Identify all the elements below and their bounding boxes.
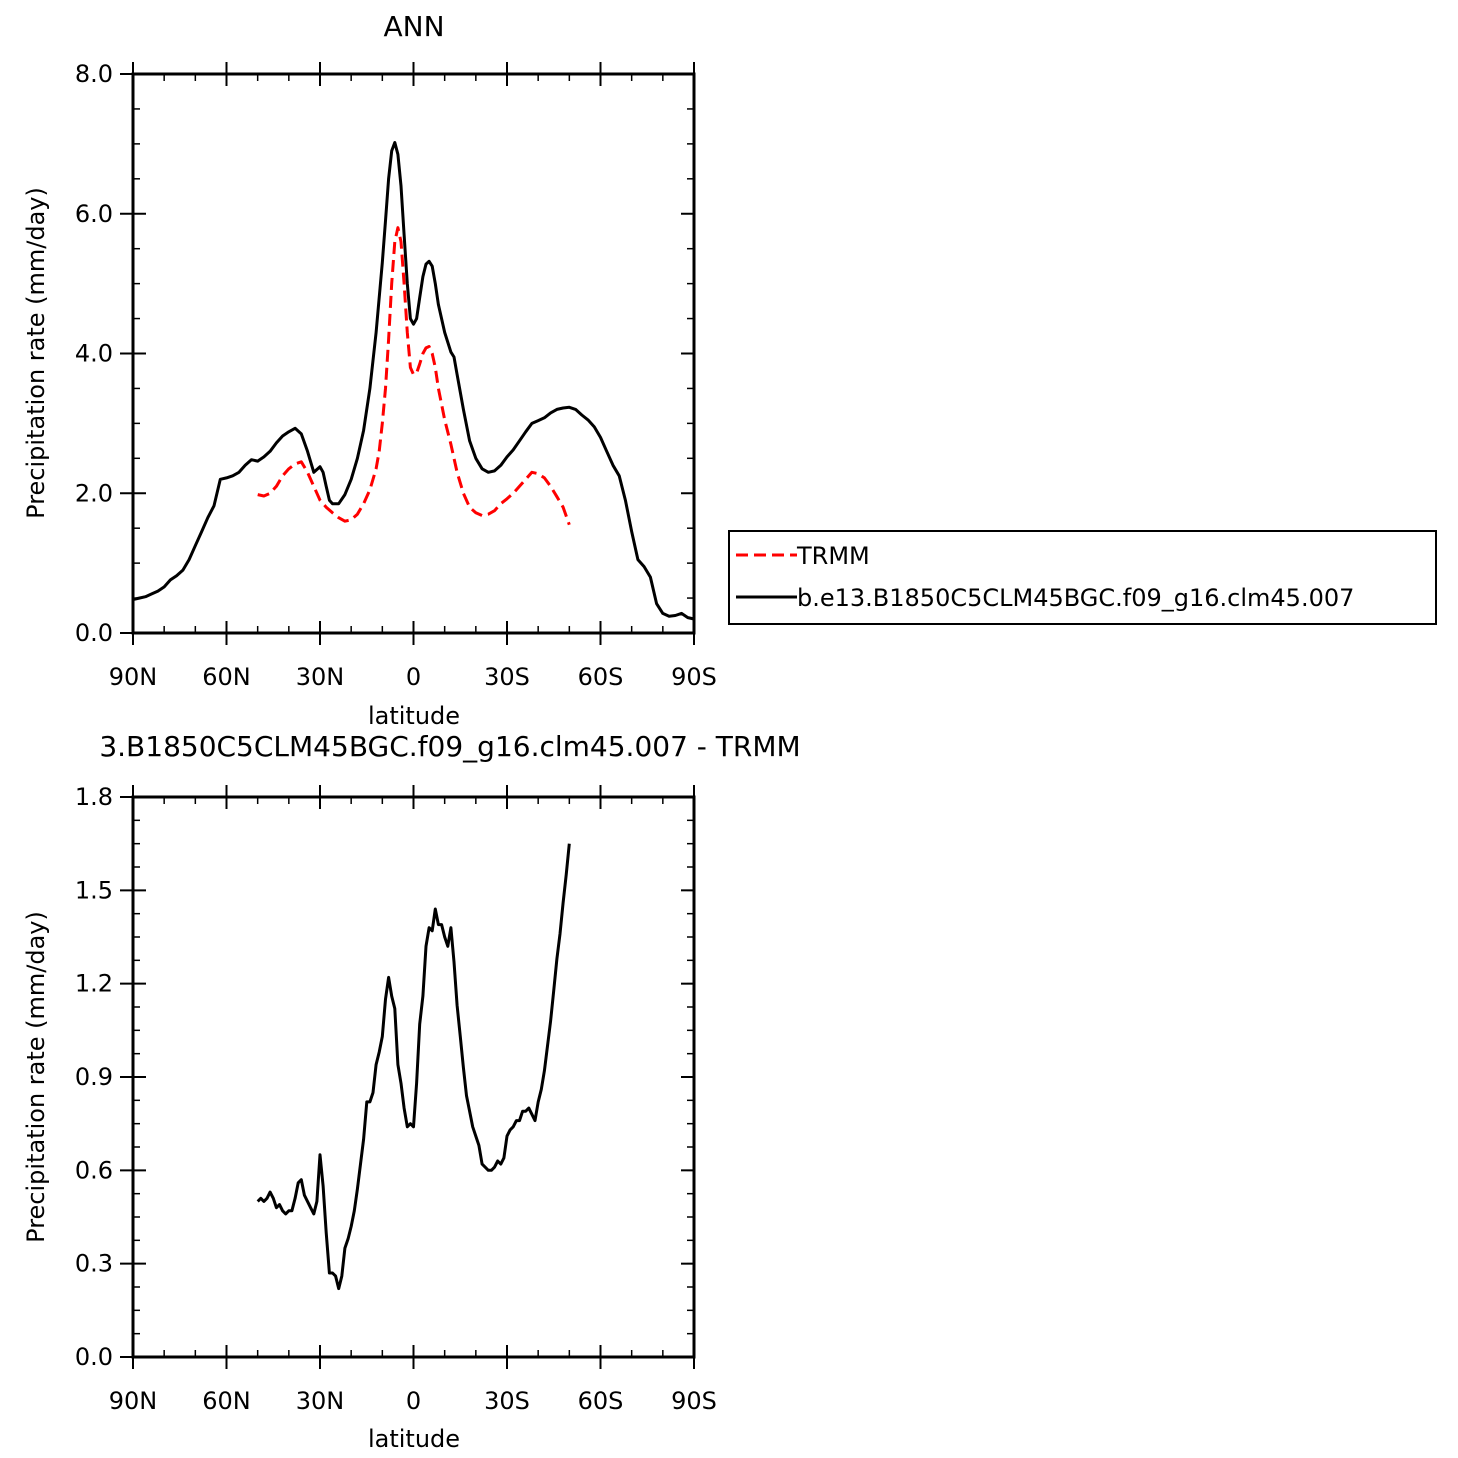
top-x-tick-label: 30S [484,663,530,691]
legend-box [728,530,1437,625]
bottom-x-tick-label: 60S [578,1387,624,1415]
bottom-x-tick-label: 30N [296,1387,345,1415]
legend-label-trmm: TRMM [796,542,870,570]
top-y-tick-label: 4.0 [75,340,113,368]
top-axis-ticks [120,62,695,645]
bottom-x-axis-label: latitude [368,1425,460,1453]
top-series-lines [132,141,695,621]
top-y-tick-label: 6.0 [75,200,113,228]
top-x-tick-label: 90N [109,663,158,691]
bottom-plot-frame [131,795,696,1359]
bottom-x-tick-label: 60N [202,1387,251,1415]
bottom-y-tick-labels: 0.0 0.3 0.6 0.9 1.2 1.5 1.8 [75,783,113,1371]
top-x-tick-label: 60S [578,663,624,691]
bottom-x-tick-labels: 90N 60N 30N 0 30S 60S 90S [109,1387,717,1415]
bottom-panel: 3.B1850C5CLM45BGC.f09_g16.clm45.007 - TR… [22,730,801,1453]
legend: TRMM b.e13.B1850C5CLM45BGC.f09_g16.clm45… [728,530,1437,625]
bottom-x-tick-label: 90N [109,1387,158,1415]
top-y-tick-label: 8.0 [75,60,113,88]
bottom-y-tick-label: 1.5 [75,876,113,904]
bottom-series-lines [256,843,571,1291]
top-y-tick-label: 0.0 [75,619,113,647]
bottom-y-tick-label: 0.3 [75,1250,113,1278]
legend-label-model: b.e13.B1850C5CLM45BGC.f09_g16.clm45.007 [797,584,1354,612]
bottom-axis-ticks [120,785,695,1369]
top-chart-title: ANN [383,10,444,43]
top-y-tick-labels: 0.0 2.0 4.0 6.0 8.0 [75,60,113,647]
top-y-tick-label: 2.0 [75,479,113,507]
bottom-x-tick-label: 90S [671,1387,717,1415]
bottom-y-axis-label: Precipitation rate (mm/day) [22,911,50,1243]
bottom-y-tick-label: 0.6 [75,1156,113,1184]
bottom-series-line-0 [256,843,571,1291]
top-x-tick-labels: 90N 60N 30N 0 30S 60S 90S [109,663,717,691]
top-x-tick-label: 30N [296,663,345,691]
bottom-y-tick-label: 1.8 [75,783,113,811]
top-x-axis-label: latitude [368,702,460,730]
top-panel: ANN 0.02.04.06.08.0 90N 60N 30N 0 30S 60S 90S … [22,10,717,730]
bottom-y-tick-label: 1.2 [75,970,113,998]
top-x-tick-label: 60N [202,663,251,691]
top-x-tick-label: 0 [406,663,421,691]
top-plot-frame [131,72,696,635]
bottom-x-tick-label: 0 [406,1387,421,1415]
bottom-chart-title: 3.B1850C5CLM45BGC.f09_g16.clm45.007 - TR… [99,730,800,763]
top-y-axis-label: Precipitation rate (mm/day) [22,187,50,519]
top-x-tick-label: 90S [671,663,717,691]
bottom-y-tick-label: 0.0 [75,1343,113,1371]
top-series-line-1 [132,141,695,621]
bottom-y-tick-label: 0.9 [75,1063,113,1091]
bottom-x-tick-label: 30S [484,1387,530,1415]
top-series-line-0 [257,226,571,526]
